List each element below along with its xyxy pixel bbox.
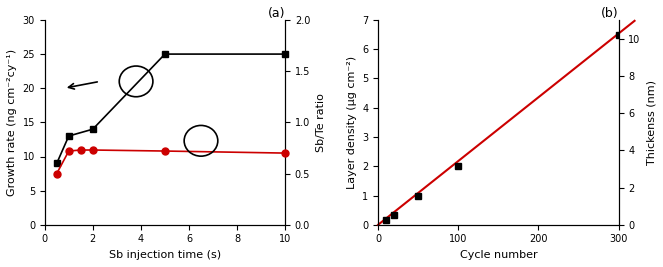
Y-axis label: Growth rate (ng cm⁻²cy⁻¹): Growth rate (ng cm⁻²cy⁻¹)	[7, 49, 17, 196]
Y-axis label: Thickenss (nm): Thickenss (nm)	[646, 80, 656, 165]
Y-axis label: Layer density (μg cm⁻²): Layer density (μg cm⁻²)	[347, 56, 357, 189]
X-axis label: Sb injection time (s): Sb injection time (s)	[109, 250, 221, 260]
Text: (a): (a)	[268, 7, 285, 20]
Text: (b): (b)	[601, 7, 619, 20]
X-axis label: Cycle number: Cycle number	[459, 250, 537, 260]
Y-axis label: Sb/Te ratio: Sb/Te ratio	[316, 93, 326, 152]
